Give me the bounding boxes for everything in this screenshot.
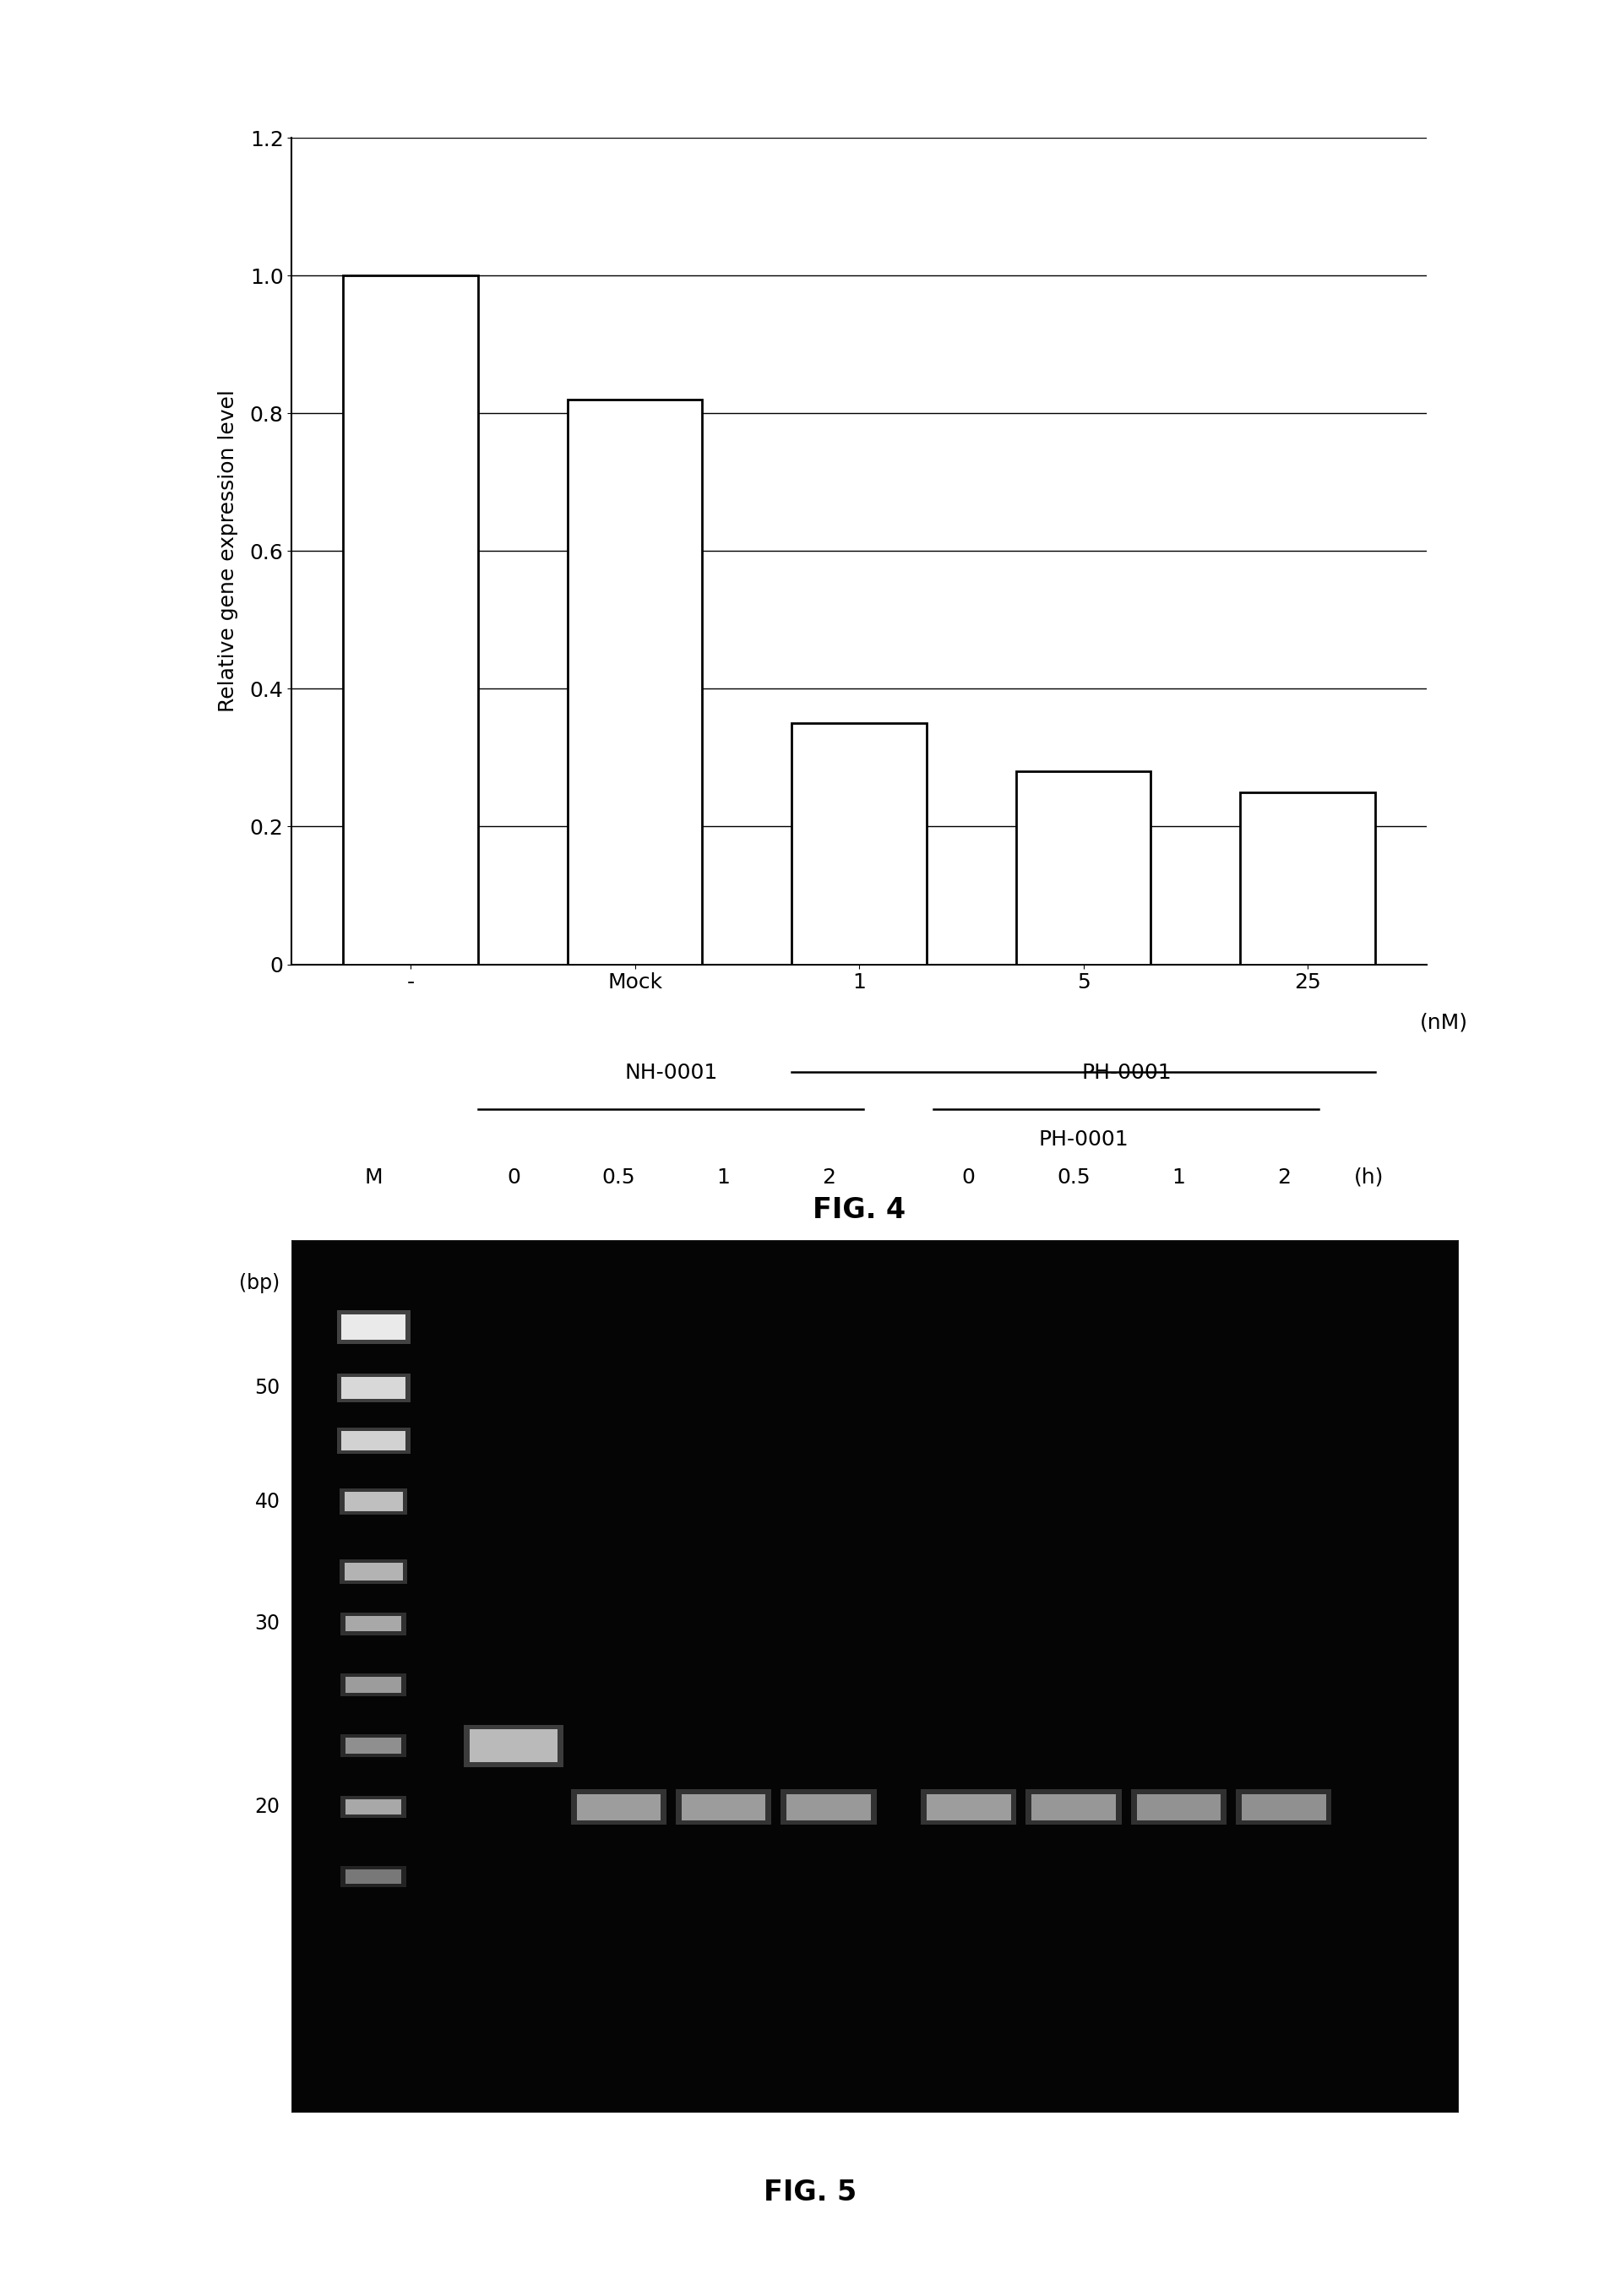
Bar: [676, 1789, 772, 1825]
Bar: [344, 1492, 402, 1511]
Bar: [344, 1564, 402, 1580]
Bar: [464, 1724, 562, 1768]
Text: 2: 2: [1277, 1166, 1290, 1187]
Text: M: M: [365, 1166, 383, 1187]
Text: 1: 1: [716, 1166, 731, 1187]
Bar: [1026, 1789, 1122, 1825]
Bar: [344, 276, 478, 964]
Text: NH-0001: NH-0001: [624, 1063, 718, 1084]
Text: 1: 1: [1172, 1166, 1185, 1187]
Bar: [791, 723, 927, 964]
Bar: [340, 1612, 407, 1635]
Text: 50: 50: [254, 1378, 280, 1398]
Text: 0: 0: [961, 1166, 976, 1187]
Bar: [786, 1793, 870, 1821]
Bar: [337, 1373, 410, 1403]
Bar: [1235, 1789, 1332, 1825]
Bar: [342, 1313, 405, 1341]
Text: PH-0001: PH-0001: [1081, 1063, 1172, 1084]
Bar: [342, 1378, 405, 1398]
Text: 40: 40: [254, 1492, 280, 1511]
Bar: [1242, 1793, 1326, 1821]
Bar: [781, 1789, 877, 1825]
Bar: [340, 1559, 407, 1584]
Bar: [345, 1676, 402, 1692]
Text: 30: 30: [254, 1614, 280, 1635]
Bar: [567, 400, 702, 964]
Text: (h): (h): [1354, 1166, 1384, 1187]
Bar: [927, 1793, 1012, 1821]
Bar: [345, 1738, 402, 1754]
Bar: [1016, 771, 1151, 964]
Bar: [340, 1674, 407, 1697]
Text: 20: 20: [254, 1798, 280, 1816]
Bar: [1240, 792, 1375, 964]
Bar: [470, 1729, 558, 1763]
Bar: [1136, 1793, 1221, 1821]
Bar: [681, 1793, 765, 1821]
Bar: [337, 1311, 410, 1343]
Bar: [577, 1793, 661, 1821]
Text: 0.5: 0.5: [1057, 1166, 1091, 1187]
Bar: [345, 1616, 402, 1632]
Bar: [340, 1867, 407, 1887]
Text: (nM): (nM): [1420, 1013, 1469, 1033]
Text: PH-0001: PH-0001: [1039, 1130, 1128, 1150]
Bar: [1131, 1789, 1227, 1825]
Bar: [345, 1800, 402, 1814]
Bar: [1031, 1793, 1115, 1821]
Text: (bp): (bp): [240, 1274, 280, 1293]
Bar: [340, 1733, 407, 1756]
Bar: [340, 1795, 407, 1818]
Text: 0: 0: [507, 1166, 520, 1187]
Y-axis label: Relative gene expression level: Relative gene expression level: [217, 390, 238, 712]
Bar: [337, 1428, 410, 1453]
Text: 0.5: 0.5: [601, 1166, 635, 1187]
Bar: [921, 1789, 1016, 1825]
Bar: [345, 1869, 402, 1883]
Text: FIG. 4: FIG. 4: [812, 1196, 906, 1224]
Bar: [571, 1789, 666, 1825]
Bar: [342, 1430, 405, 1451]
Text: 2: 2: [822, 1166, 835, 1187]
Text: FIG. 5: FIG. 5: [763, 2179, 858, 2206]
Bar: [340, 1488, 407, 1515]
